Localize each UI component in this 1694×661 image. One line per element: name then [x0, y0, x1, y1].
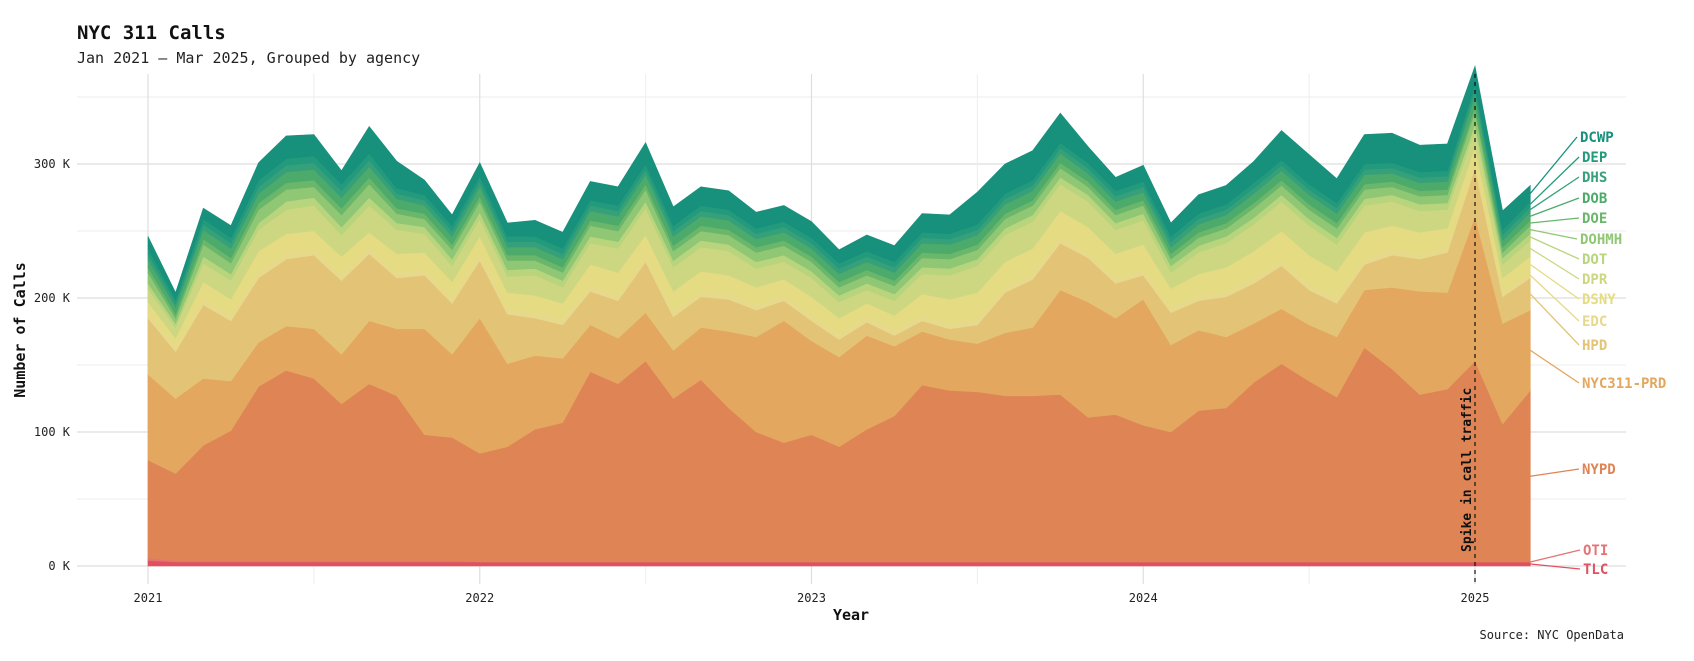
end-label: DEP — [1582, 150, 1607, 166]
x-tick-label: 2023 — [797, 591, 826, 605]
leader-line — [1530, 197, 1580, 217]
leader-line — [1530, 468, 1580, 477]
leader-line — [1530, 236, 1580, 260]
x-tick-label: 2024 — [1129, 591, 1158, 605]
leader-line — [1529, 176, 1580, 211]
end-label: DSNY — [1582, 292, 1616, 308]
x-tick-label: 2022 — [465, 591, 494, 605]
x-axis-ticks: 2021 2022 2023 2024 2025 — [134, 591, 1490, 605]
leader-line — [1529, 274, 1580, 322]
area-layers — [147, 65, 1531, 567]
end-label: EDC — [1582, 314, 1607, 330]
x-tick-label: 2025 — [1461, 591, 1490, 605]
end-label: NYC311-PRD — [1582, 376, 1666, 392]
leader-line — [1529, 247, 1580, 280]
leader-line — [1529, 263, 1580, 300]
end-label: HPD — [1582, 338, 1607, 354]
leader-line — [1530, 549, 1581, 563]
x-tick-label: 2021 — [134, 591, 163, 605]
y-tick-label: 0 K — [48, 559, 70, 573]
chart-subtitle: Jan 2021 – Mar 2025, Grouped by agency — [77, 49, 421, 67]
y-tick-label: 300 K — [34, 157, 71, 171]
end-label: DCWP — [1580, 130, 1614, 146]
leader-line — [1530, 217, 1580, 224]
leader-line — [1530, 229, 1578, 240]
end-labels: TLC OTI NYPD NYC311-PRD HPD EDC DSNY DPR DOT DOHM… — [1529, 130, 1666, 578]
y-tick-label: 100 K — [34, 425, 71, 439]
y-tick-label: 200 K — [34, 291, 71, 305]
end-label: DPR — [1582, 272, 1608, 288]
leader-line — [1529, 293, 1580, 346]
chart-source: Source: NYC OpenData — [1479, 628, 1625, 642]
leader-line — [1529, 156, 1580, 205]
leader-line — [1529, 349, 1580, 384]
end-label: DHS — [1582, 170, 1607, 186]
end-label: DOT — [1582, 252, 1607, 268]
end-label: DOB — [1582, 191, 1607, 207]
end-label: DOE — [1582, 211, 1607, 227]
area-series-dcwp — [147, 65, 1531, 301]
end-label: DOHMH — [1580, 232, 1622, 248]
annotation-label: Spike in call traffic — [1460, 388, 1475, 552]
x-axis-label: Year — [833, 606, 869, 624]
leader-line — [1529, 136, 1578, 194]
y-axis-ticks: 0 K 100 K 200 K 300 K — [34, 157, 71, 573]
end-label: NYPD — [1582, 462, 1616, 478]
end-label: TLC — [1583, 562, 1608, 578]
chart-title: NYC 311 Calls — [77, 22, 226, 44]
end-label: OTI — [1583, 543, 1608, 559]
y-axis-label: Number of Calls — [11, 262, 29, 397]
leader-line — [1530, 563, 1581, 570]
